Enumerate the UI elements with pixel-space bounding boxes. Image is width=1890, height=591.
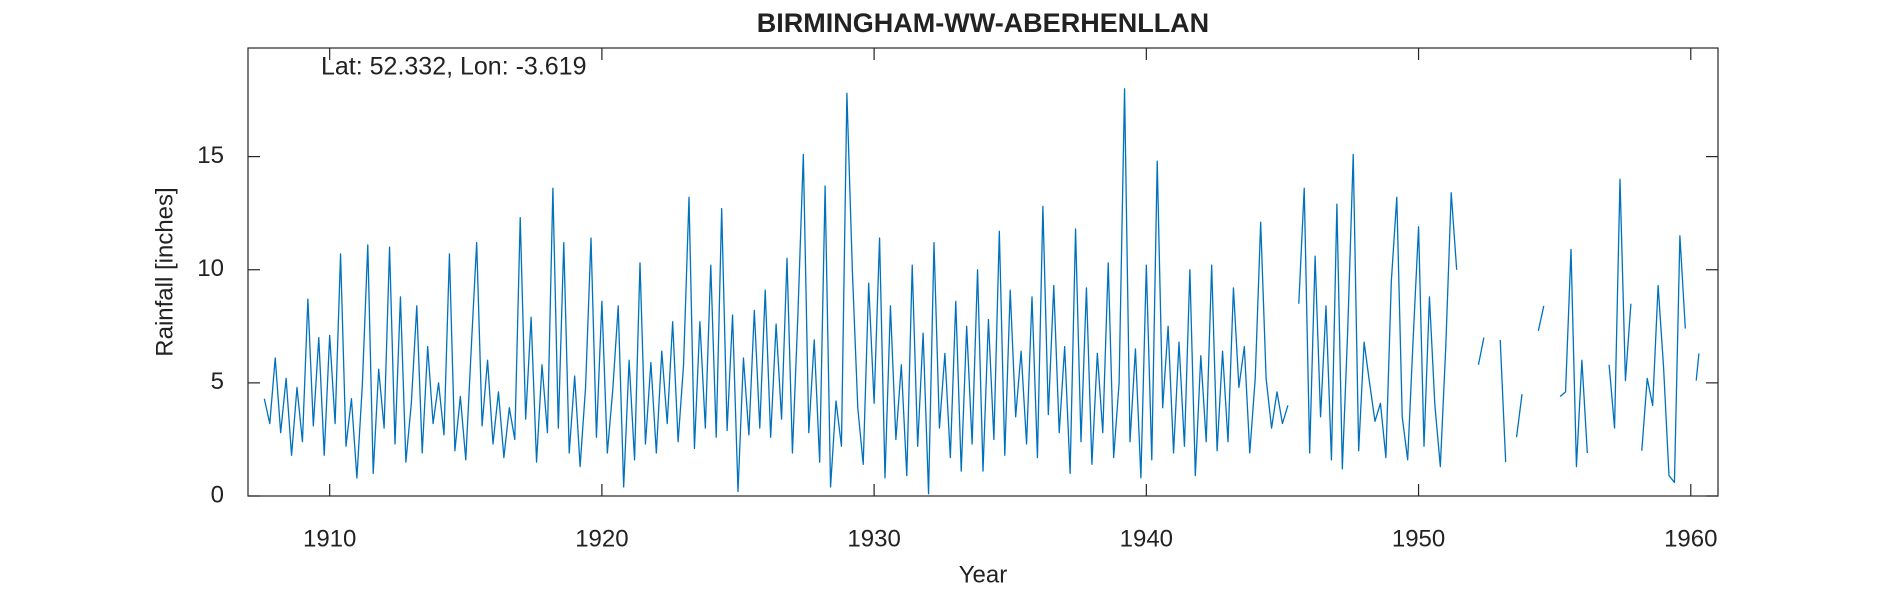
x-tick-label: 1950 [1392,525,1445,552]
plot-box [247,47,1719,497]
x-tick-label: 1960 [1664,525,1717,552]
x-axis-label: Year [959,561,1008,588]
data-line [263,88,1700,495]
y-tick-label: 10 [197,255,224,282]
y-tick-label: 5 [211,368,224,395]
y-axis-label: Rainfall [inches] [151,187,178,356]
x-tick-label: 1940 [1120,525,1173,552]
y-tick-label: 0 [211,481,224,508]
x-tick-label: 1930 [847,525,900,552]
chart-title: BIRMINGHAM-WW-ABERHENLLAN [757,8,1209,38]
annotation: Lat: 52.332, Lon: -3.619 [321,53,587,81]
x-tick-label: 1920 [575,525,628,552]
x-tick-label: 1910 [303,525,356,552]
y-tick-label: 15 [197,142,224,169]
